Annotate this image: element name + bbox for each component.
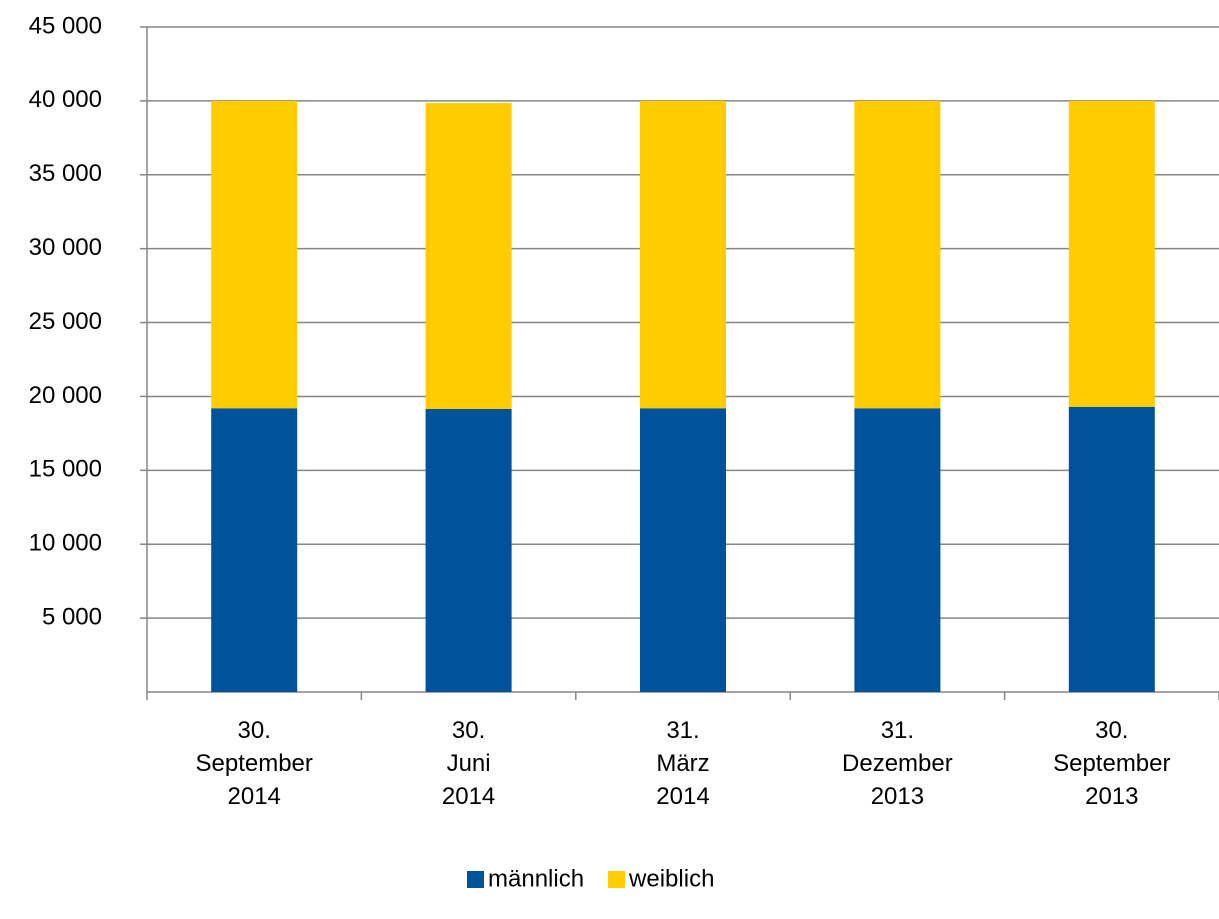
bar-segment bbox=[854, 100, 941, 409]
bar-segment bbox=[640, 408, 726, 692]
x-tick-label: 30. September 2013 bbox=[1053, 717, 1170, 810]
x-tick-label: 30. September 2014 bbox=[195, 717, 312, 810]
legend-swatch bbox=[467, 871, 484, 888]
y-tick-label: 5 000 bbox=[42, 603, 102, 630]
legend-label: männlich bbox=[488, 865, 584, 892]
legend: männlich weiblich bbox=[467, 865, 714, 892]
bar-segment bbox=[1068, 100, 1155, 407]
y-tick-label: 40 000 bbox=[29, 86, 102, 113]
bar-segment bbox=[640, 100, 726, 409]
bar-segment bbox=[425, 409, 512, 692]
y-tick-label: 10 000 bbox=[29, 530, 102, 557]
x-tick-label: 30. Juni 2014 bbox=[442, 717, 495, 810]
legend-label: weiblich bbox=[628, 865, 714, 892]
bar-segment bbox=[1068, 406, 1155, 692]
bar-segment bbox=[211, 408, 298, 692]
bar-segment bbox=[211, 100, 298, 409]
x-tick-label: 31. März 2014 bbox=[656, 717, 709, 810]
y-tick-label: 30 000 bbox=[29, 234, 102, 261]
y-tick-label: 15 000 bbox=[29, 456, 102, 483]
bar-segment bbox=[425, 103, 512, 410]
bar-segment bbox=[854, 408, 941, 692]
x-tick-label: 31. Dezember 2013 bbox=[842, 717, 953, 810]
y-tick-label: 35 000 bbox=[29, 160, 102, 187]
y-tick-label: 25 000 bbox=[29, 308, 102, 335]
legend-swatch bbox=[608, 871, 626, 888]
y-tick-label: 45 000 bbox=[29, 12, 102, 39]
y-tick-label: 20 000 bbox=[29, 382, 102, 409]
